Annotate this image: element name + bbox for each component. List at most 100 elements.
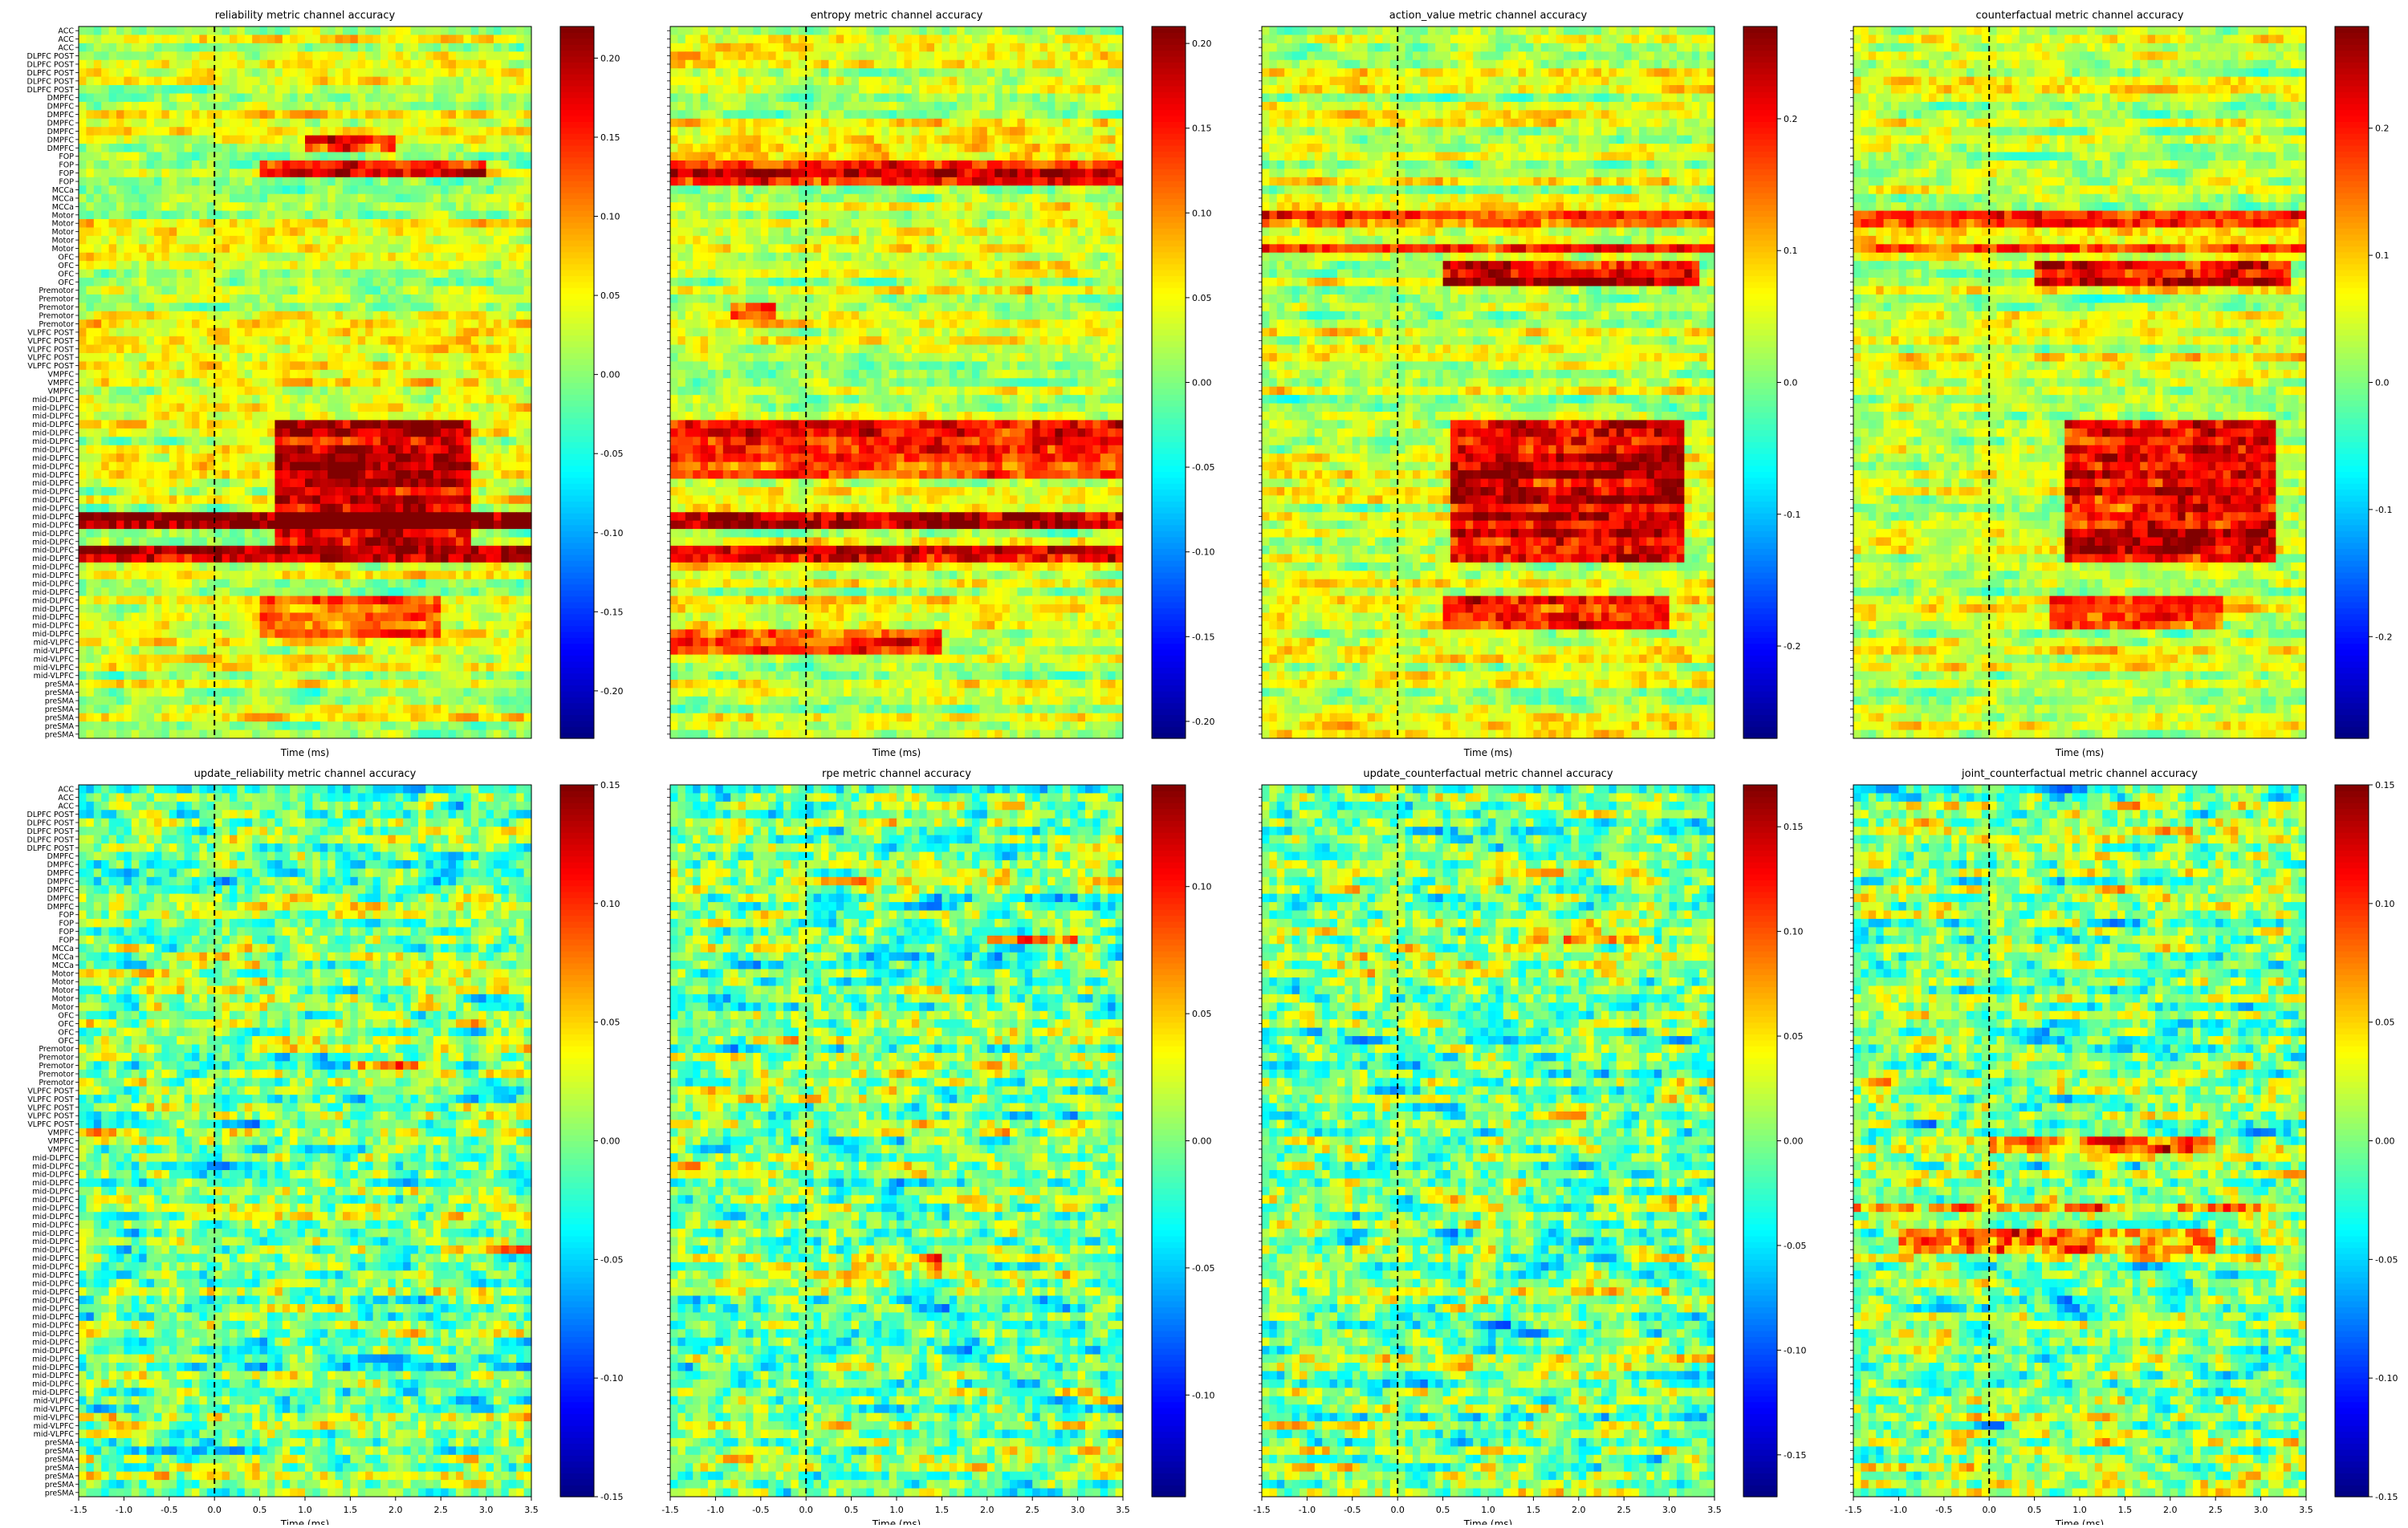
heatmap-cell <box>237 537 246 547</box>
heatmap-cell <box>470 595 479 605</box>
heatmap-cell <box>275 303 283 312</box>
heatmap-cell <box>108 286 117 295</box>
heatmap-cell <box>312 219 321 228</box>
heatmap-cell <box>267 278 275 286</box>
heatmap-cell <box>259 85 268 94</box>
heatmap-cell <box>463 235 472 245</box>
heatmap-cell <box>230 185 238 195</box>
heatmap-cell <box>297 177 306 186</box>
heatmap-cell <box>312 135 321 144</box>
heatmap-cell <box>327 352 336 362</box>
heatmap-cell <box>486 579 494 588</box>
heatmap-cell <box>508 637 517 647</box>
heatmap-cell <box>259 202 268 211</box>
heatmap-cell <box>139 193 148 203</box>
heatmap-cell <box>395 671 404 681</box>
heatmap-cell <box>206 604 215 613</box>
heatmap-cell <box>290 85 299 94</box>
heatmap-cell <box>206 470 215 479</box>
heatmap-cell <box>93 144 102 152</box>
heatmap-cell <box>244 51 253 61</box>
heatmap-cell <box>478 160 487 169</box>
heatmap-cell <box>523 512 532 522</box>
heatmap-cell <box>93 571 102 580</box>
heatmap-cell <box>282 235 291 245</box>
heatmap-cell <box>441 127 449 136</box>
heatmap-cell <box>357 420 366 429</box>
heatmap-cell <box>501 269 510 278</box>
heatmap-cell <box>343 227 351 237</box>
heatmap-cell <box>131 177 140 186</box>
heatmap-cell <box>456 85 464 94</box>
heatmap-cell <box>365 361 374 371</box>
heatmap-cell <box>222 587 230 596</box>
heatmap-cell <box>244 286 253 295</box>
heatmap-cell <box>433 445 441 454</box>
heatmap-cell <box>508 269 517 278</box>
heatmap-cell <box>131 43 140 52</box>
heatmap-cell <box>108 369 117 379</box>
heatmap-cell <box>357 294 366 303</box>
heatmap-cell <box>124 118 132 128</box>
heatmap-cell <box>463 202 472 211</box>
heatmap-cell <box>470 76 479 86</box>
heatmap-cell <box>523 294 532 303</box>
heatmap-cell <box>161 118 170 128</box>
heatmap-cell <box>297 470 306 479</box>
heatmap-cell <box>192 470 200 479</box>
heatmap-cell <box>252 135 261 144</box>
heatmap-cell <box>93 68 102 78</box>
heatmap-cell <box>222 554 230 563</box>
heatmap-cell <box>290 160 299 169</box>
heatmap-cell <box>214 261 223 270</box>
heatmap-cell <box>290 244 299 254</box>
heatmap-cell <box>199 512 208 522</box>
heatmap-cell <box>116 445 124 454</box>
heatmap-cell <box>441 445 449 454</box>
heatmap-cell <box>357 620 366 630</box>
heatmap-cell <box>395 545 404 555</box>
heatmap-cell <box>380 177 388 186</box>
heatmap-cell <box>395 85 404 94</box>
heatmap-cell <box>350 352 359 362</box>
heatmap-cell <box>403 545 412 555</box>
heatmap-cell <box>388 144 397 152</box>
heatmap-cell <box>79 319 87 329</box>
heatmap-cell <box>335 51 344 61</box>
heatmap-cell <box>93 503 102 513</box>
heatmap-cell <box>259 185 268 195</box>
heatmap-cell <box>501 68 510 78</box>
heatmap-cell <box>478 269 487 278</box>
heatmap-cell <box>297 51 306 61</box>
heatmap-cell <box>335 470 344 479</box>
heatmap-cell <box>305 495 313 505</box>
heatmap-cell <box>267 654 275 664</box>
heatmap-cell <box>230 403 238 412</box>
heatmap-cell <box>508 545 517 555</box>
heatmap-cell <box>486 696 494 705</box>
heatmap-cell <box>222 529 230 538</box>
heatmap-cell <box>305 227 313 237</box>
heatmap-cell <box>335 76 344 86</box>
heatmap-cell <box>418 336 426 345</box>
heatmap-cell <box>116 386 124 396</box>
heatmap-cell <box>388 51 397 61</box>
heatmap-cell <box>319 437 328 446</box>
heatmap-cell <box>252 579 261 588</box>
heatmap-cell <box>335 545 344 555</box>
heatmap-cell <box>259 705 268 714</box>
heatmap-cell <box>365 395 374 404</box>
heatmap-cell <box>388 152 397 161</box>
heatmap-cell <box>259 327 268 337</box>
heatmap-cell <box>267 286 275 295</box>
heatmap-cell <box>501 361 510 371</box>
heatmap-cell <box>146 386 155 396</box>
heatmap-cell <box>146 135 155 144</box>
heatmap-cell <box>214 177 223 186</box>
heatmap-cell <box>365 579 374 588</box>
heatmap-cell <box>350 169 359 178</box>
heatmap-cell <box>275 185 283 195</box>
heatmap-cell <box>470 177 479 186</box>
heatmap-cell <box>418 705 426 714</box>
heatmap-cell <box>523 537 532 547</box>
